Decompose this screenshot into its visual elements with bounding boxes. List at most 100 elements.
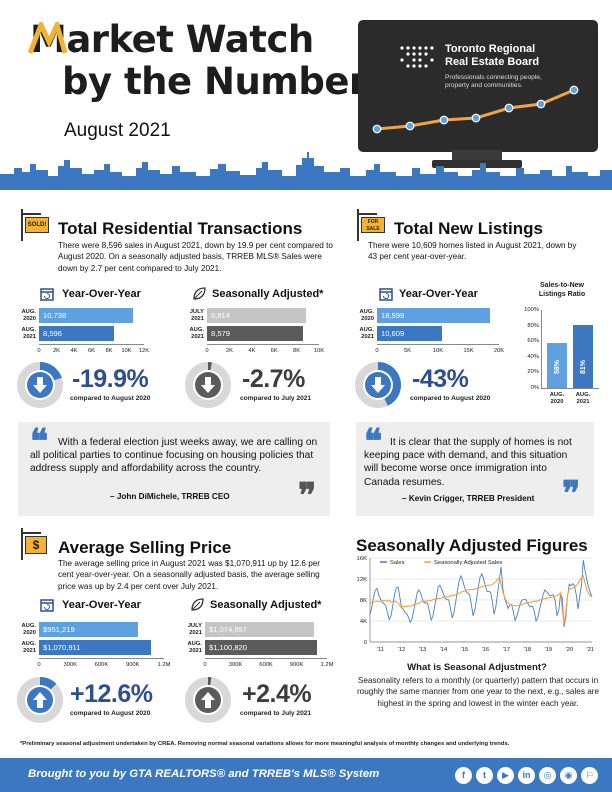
bar-label-line: JULY [187, 623, 202, 629]
footer: Brought to you by GTA REALTORS® and TRRE… [0, 758, 612, 792]
tick-row: 0 2K 4K 6K 8K 10K [205, 348, 324, 356]
price-yoy-compare: compared to August 2020 [70, 710, 151, 717]
tick-label: 12K [138, 348, 150, 354]
bar-label-line: 2021 [191, 333, 204, 340]
bar: 10,609 [377, 326, 442, 341]
listings-yoy-compare: compared to August 2020 [410, 395, 491, 402]
tick-label: 1.2M [157, 662, 171, 668]
tick-label: 600K [259, 662, 273, 668]
bar-label-line: 2021 [189, 647, 202, 654]
sa-line-chart: 0 4K 8K 12K 16K '11 '12 '13 '14 '15 '16 '17 '18 '19 '2… [357, 556, 594, 653]
tick-row: 0 300K 600K 900K 1.2M [37, 662, 170, 670]
close-quote-icon: ❞ [298, 476, 317, 516]
bar-label-line: AUG. [21, 327, 37, 333]
bar-label: AUG. 2020 [14, 623, 37, 636]
bar-label-line: 2021 [189, 629, 202, 636]
x-tick-label: '11 [377, 647, 384, 653]
bar: $951,219 [39, 622, 139, 637]
monitor-stand [452, 150, 502, 162]
tick-label: 8K [105, 348, 113, 354]
ratio-bar: 58% [547, 342, 567, 388]
y-tick-label: 4K [360, 619, 367, 625]
linkedin-icon[interactable]: in [518, 767, 535, 784]
ratio-bar-value: 81% [580, 359, 587, 374]
ratio-tick-label: 80% [527, 322, 539, 329]
quote-box-2: ❝ It is clear that the supply of homes i… [356, 422, 594, 516]
listings-body: There were 10,609 homes listed in August… [368, 241, 577, 262]
legend-entry: Sales [390, 560, 405, 566]
quote-1-author: – John DiMichele, TRREB CEO [110, 492, 230, 501]
bar: $1,074,957 [205, 622, 315, 637]
tick-label: 4K [248, 348, 256, 354]
wordpress-icon[interactable]: ⚐ [581, 767, 598, 784]
podcast-icon[interactable]: ◉ [560, 767, 577, 784]
tick-label: 300K [228, 662, 243, 668]
tick-label: 900K [289, 662, 304, 668]
bar-label: AUG. 2020 [14, 309, 37, 322]
leaf-icon [191, 598, 204, 611]
price-body: The average selling price in August 2021… [58, 559, 321, 591]
bar: 10,738 [39, 308, 133, 323]
x-tick-label: '14 [440, 647, 448, 653]
bar-label-line: 2020 [361, 315, 374, 322]
transactions-yoy-compare: compared to August 2020 [70, 395, 151, 402]
calendar-icon [40, 288, 54, 301]
axis-line [39, 658, 164, 659]
sa-figures-body: Seasonality refers to a monthly (or quar… [356, 676, 600, 708]
tick-label: 10K [432, 348, 444, 354]
tick-label: 2K [52, 348, 61, 354]
facebook-icon[interactable]: f [455, 767, 472, 784]
board-tagline-line-2: property and communities. [445, 82, 523, 90]
price-sa-title: Seasonally Adjusted* [210, 599, 322, 611]
bar-label-line: JULY [189, 309, 204, 315]
listings-yoy-chart: AUG. 2020 18,599 AUG. 2021 10,609 0 5K 10K 15… [352, 308, 512, 358]
youtube-icon[interactable]: ▶ [497, 767, 514, 784]
gauge-fill [377, 362, 401, 406]
sa-figures-section: Seasonally Adjusted Figures 0 4K 8K 12K 16K '… [352, 522, 612, 732]
transactions-yoy-percent: -19.9% [72, 365, 149, 393]
ratio-title-line-2: Listings Ratio [538, 291, 586, 298]
tick-label: 6K [87, 348, 96, 354]
bar-label: AUG. 2021 [14, 327, 37, 340]
bar-label: AUG. 2021 [180, 641, 203, 654]
transactions-sa-chart: JULY 2021 8,814 AUG. 2021 8,579 0 2K 4K 6K 8K 1… [182, 308, 342, 358]
open-quote-icon: ❝ [30, 422, 49, 462]
tick-label: 8K [293, 348, 301, 354]
transactions-sa-compare: compared to July 2021 [240, 395, 312, 402]
listings-sign-arm [357, 213, 377, 215]
tick-label: 300K [63, 662, 78, 668]
bar-label-line: AUG. [187, 641, 203, 647]
instagram-icon[interactable]: ◎ [539, 767, 556, 784]
axis-line [205, 658, 327, 659]
bar-label-line: 2020 [23, 315, 36, 322]
ratio-title: Sales-to-New Listings Ratio [520, 281, 604, 299]
series-line-sa-sales [369, 574, 593, 625]
sa-figures-subtitle: What is Seasonal Adjustment? [407, 662, 547, 673]
price-section: $ Average Selling Price The average sell… [0, 522, 345, 732]
dollar-sign-icon: $ [25, 536, 47, 554]
x-tick-label: '15 [461, 647, 469, 653]
bar-label-line: 2021 [23, 333, 36, 340]
twitter-icon[interactable]: t [476, 767, 493, 784]
listings-section: FOR SALE Total New Listings There were 1… [352, 205, 612, 413]
title-accent-mark [28, 22, 68, 54]
tick-label: 15K [463, 348, 474, 354]
monitor-trend-line [372, 85, 579, 134]
tick-label: 0 [375, 348, 379, 354]
tick-label: 10K [121, 348, 132, 354]
monitor-frame [358, 20, 598, 152]
axis-line [39, 344, 144, 345]
monitor-base [432, 160, 522, 168]
board-name-line-1: Toronto Regional [445, 43, 536, 55]
title-line-1: Market Watch [30, 18, 314, 61]
ratio-chart: 0% 20% 40% 60% 80% 100% 58% 81% AUG. 2020 AUG.… [517, 306, 612, 411]
arrow-up-icon [33, 692, 47, 708]
transactions-title: Total Residential Transactions [58, 219, 303, 238]
transactions-body: There were 8,596 sales in August 2021, d… [58, 241, 333, 273]
tick-label: 4K [70, 348, 78, 354]
tick-label: 900K [125, 662, 140, 668]
bar-label-line: AUG. [21, 641, 37, 647]
bar-label-line: 2020 [550, 398, 564, 405]
ratio-tick-label: 20% [527, 369, 539, 376]
